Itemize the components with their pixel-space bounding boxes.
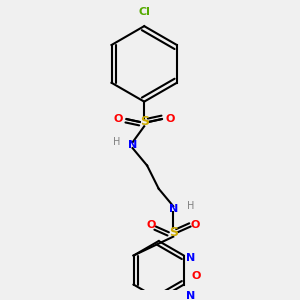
Text: H: H — [187, 201, 194, 211]
Text: O: O — [192, 271, 201, 281]
Text: O: O — [166, 114, 175, 124]
Text: S: S — [169, 226, 178, 239]
Text: N: N — [186, 291, 195, 300]
Text: N: N — [128, 140, 137, 150]
Text: O: O — [147, 220, 156, 230]
Text: O: O — [190, 220, 200, 230]
Text: N: N — [169, 204, 178, 214]
Text: Cl: Cl — [138, 8, 150, 17]
Text: N: N — [186, 254, 195, 263]
Text: S: S — [140, 116, 149, 128]
Text: O: O — [113, 114, 123, 124]
Text: H: H — [113, 137, 120, 147]
